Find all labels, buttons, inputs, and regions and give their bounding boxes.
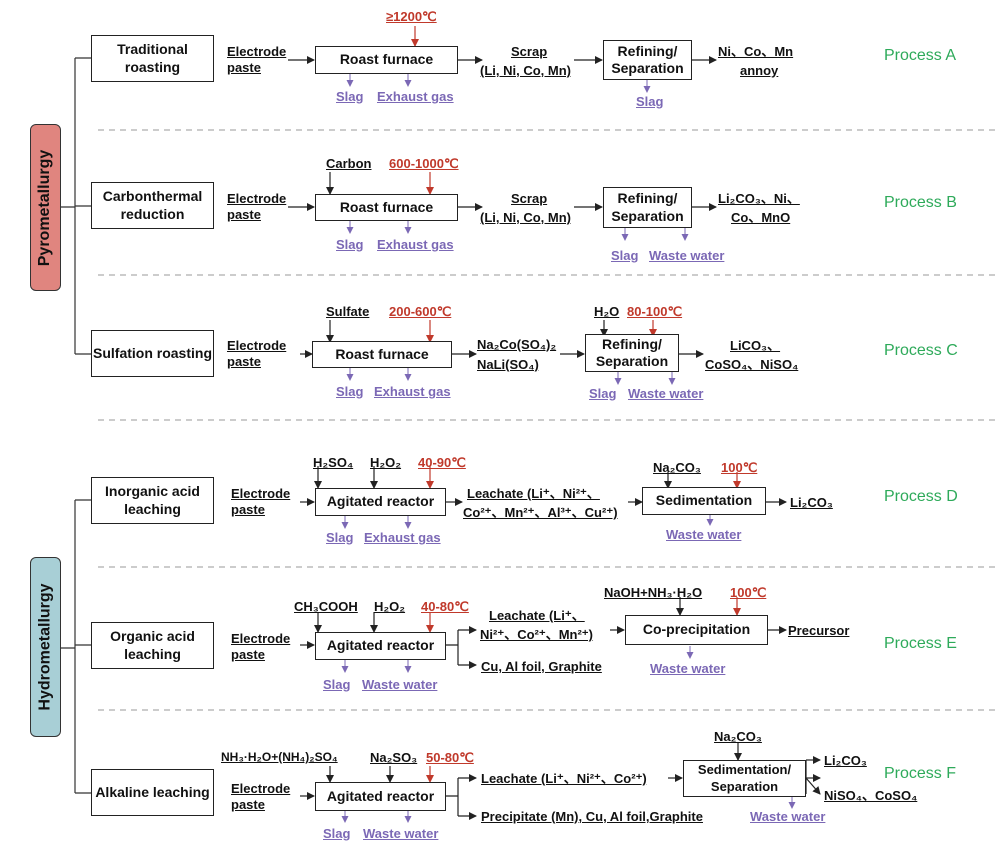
slag-a: Slag [336, 89, 364, 104]
scrap-a-1: Scrap [511, 44, 548, 59]
waste-b: Waste water [649, 248, 725, 263]
scrap-b-1: Scrap [511, 191, 548, 206]
category-pyrometallurgy-label: Pyrometallurgy [36, 149, 54, 266]
output-d: Li₂CO₃ [790, 495, 833, 510]
output-a-2: annoy [740, 63, 779, 78]
waste-d: Waste water [666, 527, 742, 542]
reagent-e-2: H₂O₂ [374, 599, 406, 614]
method-inorganic-acid-leaching: Inorganic acid leaching [91, 477, 214, 524]
mid-c-1: Na₂Co(SO₄)₂ [477, 337, 557, 352]
process-label-e: Process E [884, 635, 957, 652]
scrap-a-2: (Li, Ni, Co, Mn) [480, 63, 571, 78]
process-label-b: Process B [884, 194, 957, 211]
temp-d-2: 100℃ [721, 460, 758, 475]
slag-d: Slag [326, 530, 354, 545]
temp-d: 40-90℃ [418, 455, 466, 470]
agitated-reactor-d: Agitated reactor [315, 488, 446, 516]
reagent-d-2: H₂O₂ [370, 455, 402, 470]
precipitate-f: Precipitate (Mn), Cu, Al foil,Graphite [481, 809, 703, 824]
electrode-paste-c: Electrode paste [227, 338, 287, 369]
reagent-f-1: NH₃·H₂O+(NH₄)₂SO₄ [221, 750, 338, 764]
refining-b: Refining/ Separation [603, 187, 692, 228]
roast-furnace-c: Roast furnace [312, 341, 452, 368]
co-precipitation-e: Co-precipitation [625, 615, 768, 645]
sedimentation-d: Sedimentation [642, 487, 766, 515]
reagent-e-3: NaOH+NH₃·H₂O [604, 585, 703, 600]
leachate-d-1: Leachate (Li⁺、Ni²⁺、 [467, 486, 600, 501]
agitated-reactor-e: Agitated reactor [315, 632, 446, 660]
electrode-paste-f: Electrode paste [231, 781, 291, 812]
agitated-reactor-f: Agitated reactor [315, 782, 446, 811]
refining-c: Refining/ Separation [585, 334, 679, 372]
temp-f: 50-80℃ [426, 750, 474, 765]
method-sulfation-roasting: Sulfation roasting [91, 330, 214, 377]
waste-f2: Waste water [750, 809, 826, 824]
leachate-e-2: Ni²⁺、Co²⁺、Mn²⁺) [480, 627, 594, 642]
process-label-d: Process D [884, 488, 958, 505]
reagent-e-1: CH₃COOH [294, 599, 358, 614]
exhaust-d: Exhaust gas [364, 530, 441, 545]
slag-c2: Slag [589, 386, 617, 401]
category-hydrometallurgy-label: Hydrometallurgy [36, 583, 54, 711]
output-a-1: Ni、Co、Mn [718, 44, 794, 59]
reagent-d-3: Na₂CO₃ [653, 460, 701, 475]
output-e: Precursor [788, 623, 850, 638]
slag-f: Slag [323, 826, 351, 841]
output-b-2: Co、MnO [731, 210, 791, 225]
reagent-b: Carbon [326, 156, 372, 171]
method-traditional-roasting: Traditional roasting [91, 35, 214, 82]
electrode-paste-b: Electrode paste [227, 191, 287, 222]
scrap-b-2: (Li, Ni, Co, Mn) [480, 210, 571, 225]
electrode-paste-a: Electrode paste [227, 44, 287, 75]
slag-e: Slag [323, 677, 351, 692]
temp-a: ≥1200℃ [386, 9, 437, 24]
waste-c: Waste water [628, 386, 704, 401]
foil-e: Cu, Al foil, Graphite [481, 659, 602, 674]
reagent-f-3: Na₂CO₃ [714, 729, 762, 744]
temp-b: 600-1000℃ [389, 156, 459, 171]
electrode-paste-d: Electrode paste [231, 486, 291, 517]
method-organic-acid-leaching: Organic acid leaching [91, 622, 214, 669]
exhaust-b: Exhaust gas [377, 237, 454, 252]
exhaust-c: Exhaust gas [374, 384, 451, 399]
waste-f: Waste water [363, 826, 439, 841]
slag-a2: Slag [636, 94, 664, 109]
temp-c-2: 80-100℃ [627, 304, 683, 319]
leachate-d-2: Co²⁺、Mn²⁺、Al³⁺、Cu²⁺) [463, 505, 618, 520]
process-label-c: Process C [884, 342, 958, 359]
reagent-d-1: H₂SO₄ [313, 455, 354, 470]
output-f-1: Li₂CO₃ [824, 753, 867, 768]
electrode-paste-e: Electrode paste [231, 631, 291, 662]
category-hydrometallurgy: Hydrometallurgy [30, 557, 61, 737]
leachate-f: Leachate (Li⁺、Ni²⁺、Co²⁺) [481, 771, 647, 786]
output-c-1: LiCO₃、 [730, 338, 781, 353]
sedimentation-separation-f: Sedimentation/ Separation [683, 760, 806, 797]
mid-c-2: NaLi(SO₄) [477, 357, 539, 372]
reagent-f-2: Na₂SO₃ [370, 750, 418, 765]
output-c-2: CoSO₄、NiSO₄ [705, 357, 799, 372]
exhaust-a: Exhaust gas [377, 89, 454, 104]
waste-e: Waste water [362, 677, 438, 692]
temp-c: 200-600℃ [389, 304, 452, 319]
leachate-e-1: Leachate (Li⁺、 [489, 608, 585, 623]
method-carbonthermal-reduction: Carbonthermal reduction [91, 182, 214, 229]
reagent-c-2: H₂O [594, 304, 620, 319]
slag-b2: Slag [611, 248, 639, 263]
output-b-1: Li₂CO₃、Ni、 [718, 191, 800, 206]
process-label-f: Process F [884, 765, 957, 782]
temp-e: 40-80℃ [421, 599, 469, 614]
process-label-a: Process A [884, 47, 957, 64]
waste-e2: Waste water [650, 661, 726, 676]
roast-furnace-a: Roast furnace [315, 46, 458, 74]
reagent-c: Sulfate [326, 304, 370, 319]
slag-c: Slag [336, 384, 364, 399]
category-pyrometallurgy: Pyrometallurgy [30, 124, 61, 291]
slag-b: Slag [336, 237, 364, 252]
output-f-2: NiSO₄、CoSO₄ [824, 788, 918, 803]
method-alkaline-leaching: Alkaline leaching [91, 769, 214, 816]
roast-furnace-b: Roast furnace [315, 194, 458, 221]
refining-a: Refining/ Separation [603, 40, 692, 80]
temp-e-2: 100℃ [730, 585, 767, 600]
